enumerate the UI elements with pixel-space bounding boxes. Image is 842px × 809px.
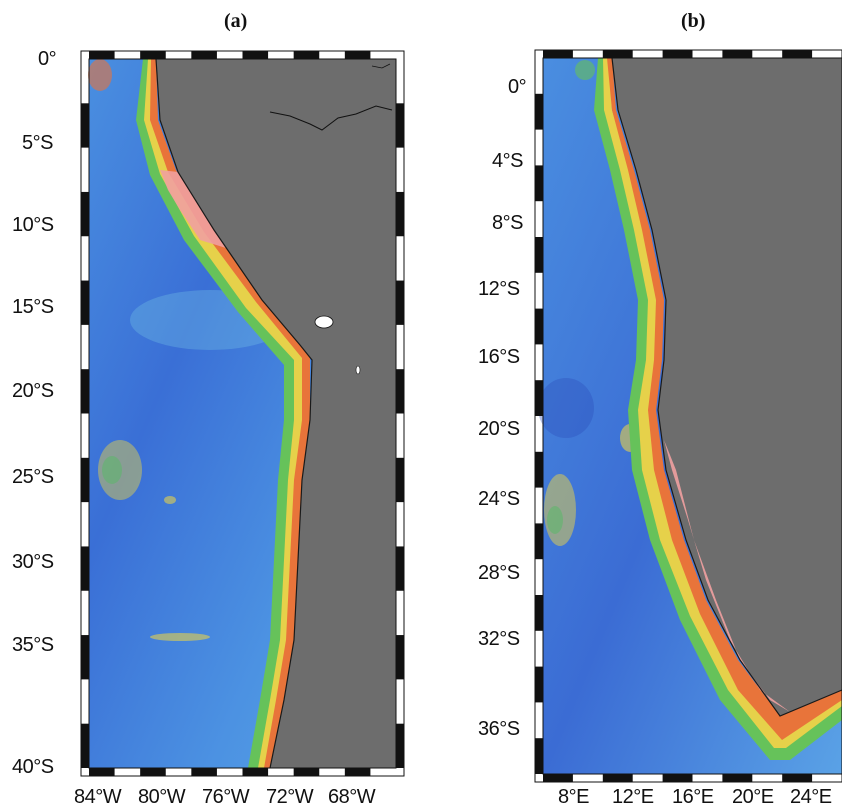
frame-segment (81, 103, 89, 148)
frame-segment (344, 768, 371, 776)
panel-a-border (269, 105, 393, 131)
panel-a-map (80, 50, 405, 777)
frame-segment (81, 457, 89, 503)
frame-segment (602, 774, 633, 782)
panel-b-lat-tick: 20°S (478, 418, 520, 440)
frame-segment (396, 191, 404, 237)
panel-a-lat-tick: 15°S (12, 296, 54, 318)
panel-a-lat-tick: 35°S (12, 634, 54, 656)
panel-b-lat-tick: 32°S (478, 628, 520, 650)
panel-a-lat-tick: 25°S (12, 466, 54, 488)
frame-segment (140, 768, 166, 776)
frame-segment (293, 51, 320, 59)
frame-segment (396, 280, 404, 325)
panel-b-lon-tick: 12°E (612, 786, 654, 808)
panel-a-coastal-pink (160, 170, 226, 248)
panel-a-lon-tick: 80°W (138, 786, 186, 808)
frame-segment (535, 595, 543, 631)
panel-b-map (534, 49, 842, 783)
frame-segment (535, 451, 543, 488)
frame-segment (396, 457, 404, 503)
frame-segment (396, 103, 404, 148)
panel-a-lat-tick: 40°S (12, 756, 54, 778)
frame-segment (89, 768, 115, 776)
frame-segment (602, 50, 633, 58)
panel-b-lat-tick: 8°S (492, 212, 523, 234)
panel-b-land (612, 58, 842, 716)
panel-a-lon-tick: 76°W (202, 786, 250, 808)
panel-a-lat-tick: 5°S (22, 132, 53, 154)
panel-b-lat-tick: 12°S (478, 278, 520, 300)
frame-segment (535, 93, 543, 130)
panel-a-river (371, 63, 391, 69)
panel-a-lat-tick: 10°S (12, 214, 54, 236)
panel-a-lon-tick: 84°W (74, 786, 122, 808)
panel-b-shelf-red (607, 58, 842, 740)
frame-segment (782, 50, 813, 58)
panel-a-lon-tick: 68°W (328, 786, 376, 808)
frame-segment (662, 774, 693, 782)
panel-a-lat-tick: 0° (38, 48, 57, 70)
panel-a-land (156, 59, 396, 768)
frame-segment (396, 369, 404, 414)
panel-b-lon-tick: 20°E (732, 786, 774, 808)
frame-segment (535, 165, 543, 202)
panel-a-frame-ticks (81, 51, 404, 776)
frame-segment (140, 51, 166, 59)
frame-segment (535, 738, 543, 774)
frame-segment (81, 723, 89, 768)
frame-segment (543, 774, 573, 782)
panel-b-coastline (611, 57, 842, 717)
panel-a-lat-tick: 30°S (12, 551, 54, 573)
panel-b-lat-tick: 24°S (478, 488, 520, 510)
frame-segment (242, 51, 269, 59)
frame-segment (535, 666, 543, 703)
panel-a-lake (314, 315, 334, 329)
frame-segment (344, 51, 371, 59)
frame-segment (535, 380, 543, 416)
frame-segment (535, 523, 543, 560)
frame-segment (81, 280, 89, 325)
frame-segment (191, 768, 217, 776)
panel-b-lon-tick: 16°E (672, 786, 714, 808)
frame-segment (293, 768, 320, 776)
frame-segment (662, 50, 693, 58)
panel-a-label: (a) (224, 10, 248, 32)
panel-b-lat-tick: 0° (508, 76, 527, 98)
panel-b-label: (b) (681, 10, 706, 32)
frame-segment (535, 237, 543, 273)
panel-b-lat-tick: 28°S (478, 562, 520, 584)
panel-b-frame-ticks (535, 50, 813, 782)
panel-b-lat-tick: 4°S (492, 150, 523, 172)
frame-segment (396, 546, 404, 591)
panel-b-lat-tick: 36°S (478, 718, 520, 740)
frame-segment (722, 50, 753, 58)
frame-segment (782, 774, 813, 782)
panel-a-coastline (155, 58, 313, 769)
frame-segment (81, 635, 89, 680)
frame-segment (242, 768, 269, 776)
frame-segment (722, 774, 753, 782)
frame-segment (396, 723, 404, 768)
frame-segment (81, 546, 89, 591)
frame-segment (396, 635, 404, 680)
panel-a-lon-tick: 72°W (266, 786, 314, 808)
frame-segment (543, 50, 573, 58)
panel-b-lat-tick: 16°S (478, 346, 520, 368)
panel-a-lat-tick: 20°S (12, 380, 54, 402)
panel-b-lon-tick: 8°E (558, 786, 589, 808)
frame-segment (191, 51, 217, 59)
frame-segment (81, 191, 89, 237)
frame-segment (535, 308, 543, 345)
frame-segment (81, 369, 89, 414)
frame-segment (89, 51, 115, 59)
panel-b-lon-tick: 24°E (790, 786, 832, 808)
